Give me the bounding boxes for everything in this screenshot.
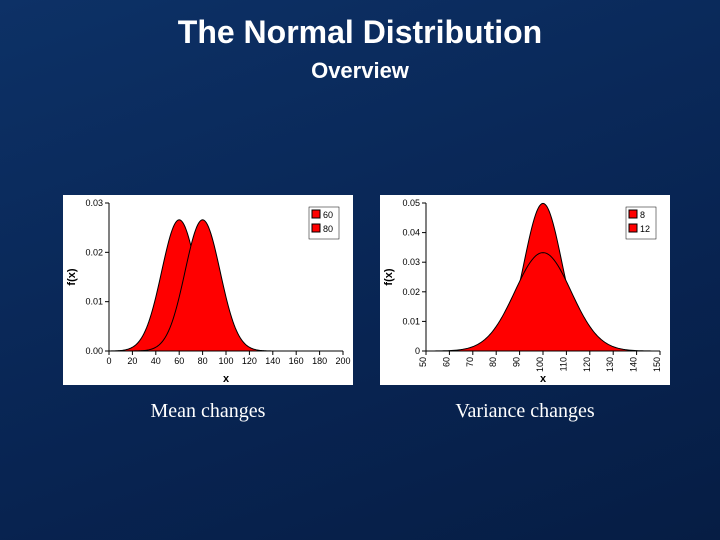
- slide-title: The Normal Distribution: [0, 14, 720, 51]
- svg-text:0.02: 0.02: [85, 247, 103, 257]
- slide: The Normal Distribution Overview 0.000.0…: [0, 0, 720, 540]
- svg-text:0.02: 0.02: [402, 287, 420, 297]
- svg-text:0.00: 0.00: [85, 346, 103, 356]
- svg-text:8: 8: [640, 210, 645, 220]
- right-chart-panel: 0 0.01 0.02 0.03 0.04 0.05 50 60 70 80 90 100 110 120…: [380, 195, 670, 385]
- svg-text:180: 180: [312, 356, 327, 366]
- svg-text:80: 80: [198, 356, 208, 366]
- svg-text:150: 150: [652, 357, 662, 372]
- svg-text:0.03: 0.03: [85, 198, 103, 208]
- svg-text:x: x: [540, 373, 547, 385]
- svg-text:60: 60: [441, 357, 451, 367]
- svg-text:0.01: 0.01: [402, 316, 420, 326]
- svg-text:200: 200: [335, 356, 350, 366]
- left-chart-caption: Mean changes: [63, 400, 353, 423]
- slide-subtitle: Overview: [0, 58, 720, 84]
- svg-text:80: 80: [323, 224, 333, 234]
- svg-text:120: 120: [242, 356, 257, 366]
- svg-text:f(x): f(x): [383, 268, 395, 285]
- svg-text:40: 40: [151, 356, 161, 366]
- svg-text:x: x: [223, 373, 230, 385]
- right-chart-svg: 0 0.01 0.02 0.03 0.04 0.05 50 60 70 80 90 100 110 120…: [380, 195, 670, 385]
- svg-text:0: 0: [106, 356, 111, 366]
- svg-text:0.03: 0.03: [402, 257, 420, 267]
- svg-text:140: 140: [629, 357, 639, 372]
- svg-text:0: 0: [415, 346, 420, 356]
- svg-text:80: 80: [488, 357, 498, 367]
- svg-text:130: 130: [605, 357, 615, 372]
- svg-text:70: 70: [465, 357, 475, 367]
- svg-text:60: 60: [174, 356, 184, 366]
- left-chart-panel: 0.00 0.01 0.02 0.03 0 20 40 60 80 100 120 140 160 180…: [63, 195, 353, 385]
- svg-text:20: 20: [127, 356, 137, 366]
- left-chart-svg: 0.00 0.01 0.02 0.03 0 20 40 60 80 100 120 140 160 180…: [63, 195, 353, 385]
- svg-text:50: 50: [418, 357, 428, 367]
- svg-text:100: 100: [535, 357, 545, 372]
- svg-text:90: 90: [512, 357, 522, 367]
- svg-text:0.05: 0.05: [402, 198, 420, 208]
- svg-text:100: 100: [218, 356, 233, 366]
- svg-text:60: 60: [323, 210, 333, 220]
- right-chart-caption: Variance changes: [380, 400, 670, 423]
- svg-text:140: 140: [265, 356, 280, 366]
- svg-text:0.04: 0.04: [402, 228, 420, 238]
- svg-text:110: 110: [558, 357, 568, 371]
- svg-text:160: 160: [289, 356, 304, 366]
- svg-text:f(x): f(x): [66, 268, 78, 285]
- svg-text:12: 12: [640, 224, 650, 234]
- svg-text:0.01: 0.01: [85, 297, 103, 307]
- svg-text:120: 120: [582, 357, 592, 372]
